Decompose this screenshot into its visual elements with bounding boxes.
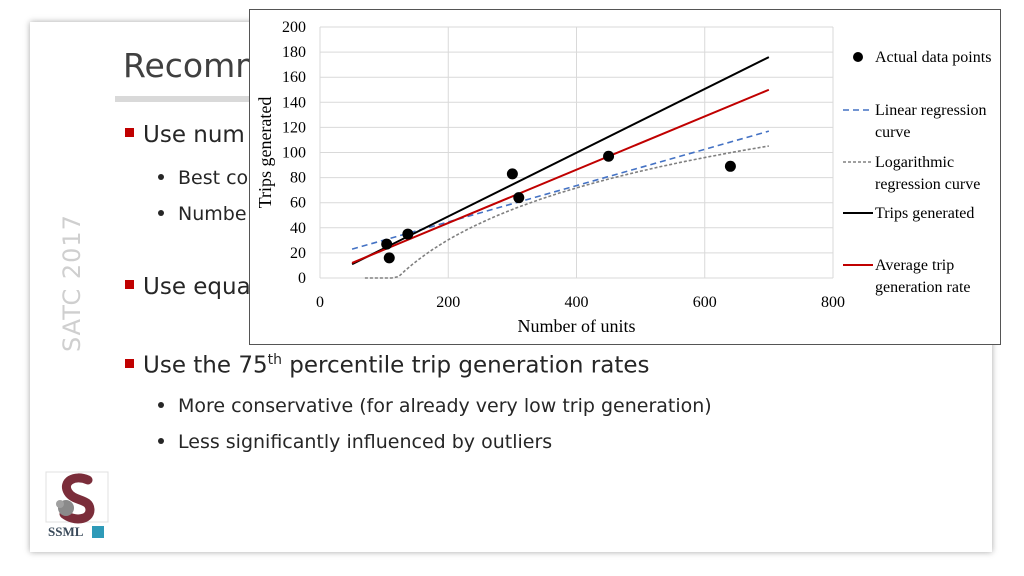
y-tick-label: 120 bbox=[282, 119, 306, 136]
series-line-logarithmic-regression-curve bbox=[364, 145, 770, 279]
data-point bbox=[381, 238, 393, 250]
series-line-trips-generated bbox=[351, 56, 770, 266]
logo-text: SSML bbox=[48, 524, 84, 539]
bullet-3: Use the 75th percentile trip generation … bbox=[125, 352, 650, 379]
sub-bullet-1-text: Best co bbox=[178, 167, 249, 189]
bullet-dot-icon bbox=[158, 209, 164, 216]
legend-label: Average trip generation rate bbox=[875, 257, 971, 296]
x-axis-label: Number of units bbox=[518, 316, 636, 336]
x-tick-label: 0 bbox=[316, 294, 324, 311]
sub-bullet-1: Best co bbox=[158, 167, 248, 189]
bullet-3-superscript: th bbox=[267, 352, 282, 368]
bullet-2-text: Use equa bbox=[143, 274, 251, 300]
data-point bbox=[402, 228, 414, 240]
bullet-1-text: Use num bbox=[143, 122, 245, 148]
y-tick-label: 100 bbox=[282, 145, 306, 162]
y-tick-label: 60 bbox=[290, 195, 306, 212]
y-tick-label: 200 bbox=[282, 19, 306, 36]
series-line-average-trip-generation-rate bbox=[351, 88, 770, 264]
bullet-dot-icon bbox=[158, 173, 164, 180]
bullet-2: Use equa bbox=[125, 274, 251, 300]
bullet-3-text-after: percentile trip generation rates bbox=[281, 352, 650, 379]
sub-bullet-4-text: Less significantly influenced by outlier… bbox=[178, 431, 553, 453]
y-tick-label: 20 bbox=[290, 245, 306, 262]
x-tick-label: 400 bbox=[565, 294, 589, 311]
sub-bullet-3: More conservative (for already very low … bbox=[158, 395, 712, 417]
y-tick-label: 40 bbox=[290, 220, 306, 237]
bullet-square-icon bbox=[125, 358, 134, 368]
x-tick-label: 200 bbox=[436, 294, 460, 311]
y-tick-label: 140 bbox=[282, 94, 306, 111]
bullet-1: Use num bbox=[125, 122, 245, 148]
data-point bbox=[513, 192, 525, 204]
y-tick-label: 0 bbox=[298, 270, 306, 287]
legend-label: Linear regression curve bbox=[875, 102, 987, 141]
bullet-3-text-before: Use the 75 bbox=[143, 352, 268, 379]
chart-panel: 0 20 40 60 80 100 120 140 160 180 200 0 200 400 600 800… bbox=[249, 9, 1001, 345]
legend-marker-dot bbox=[853, 52, 863, 62]
scatter-chart: 0 20 40 60 80 100 120 140 160 180 200 0 200 400 600 800… bbox=[255, 19, 991, 336]
y-axis-label: Trips generated bbox=[255, 97, 275, 209]
legend-label: Actual data points bbox=[875, 49, 991, 66]
sub-bullet-2: Numbe bbox=[158, 203, 247, 225]
ssml-logo-icon: SSML bbox=[45, 471, 109, 539]
legend-label: Trips generated bbox=[875, 205, 974, 222]
legend-label: Logarithmic regression curve bbox=[875, 154, 980, 193]
conference-label: SATC 2017 bbox=[58, 214, 86, 352]
data-point bbox=[506, 168, 518, 180]
sub-bullet-4: Less significantly influenced by outlier… bbox=[158, 431, 552, 453]
sub-bullet-3-text: More conservative (for already very low … bbox=[178, 395, 712, 417]
x-tick-label: 800 bbox=[821, 294, 845, 311]
series-line-linear-regression-curve bbox=[351, 130, 770, 250]
slide-title: Recomm bbox=[123, 46, 268, 85]
bullet-square-icon bbox=[125, 128, 134, 137]
bullet-square-icon bbox=[125, 280, 134, 289]
sub-bullet-2-text: Numbe bbox=[178, 203, 247, 225]
data-point bbox=[603, 150, 615, 162]
y-tick-label: 180 bbox=[282, 44, 306, 61]
y-tick-label: 160 bbox=[282, 69, 306, 86]
bullet-dot-icon bbox=[158, 437, 164, 444]
x-tick-label: 600 bbox=[693, 294, 717, 311]
data-point bbox=[383, 252, 395, 264]
data-point bbox=[724, 160, 736, 172]
y-tick-label: 80 bbox=[290, 170, 306, 187]
bullet-dot-icon bbox=[158, 401, 164, 408]
